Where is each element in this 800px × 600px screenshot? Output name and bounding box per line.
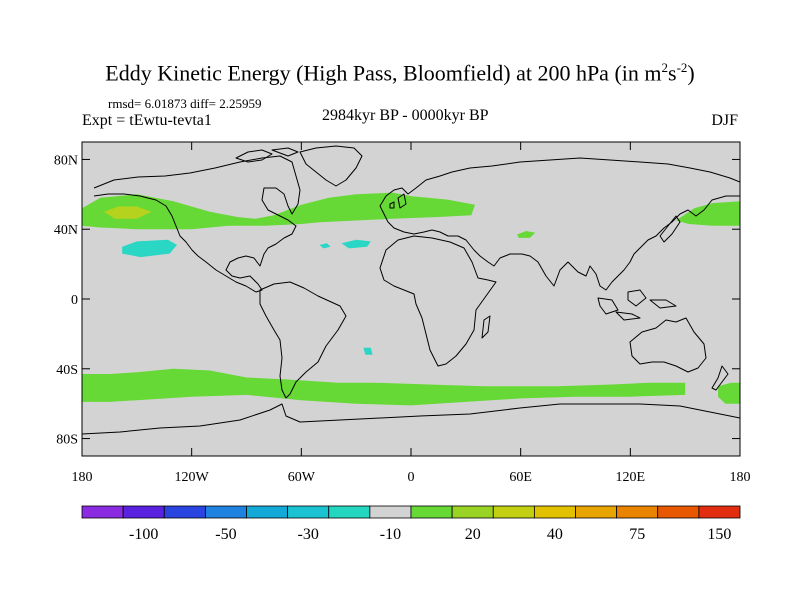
season-label: DJF xyxy=(711,112,738,129)
coastline-madagascar xyxy=(481,315,491,339)
lon-tick-label: 60W xyxy=(288,470,316,485)
colorbar-swatch xyxy=(246,505,289,519)
colorbar-swatch xyxy=(287,505,330,519)
lon-tick-label: 120E xyxy=(616,470,646,485)
colorbar-swatch xyxy=(81,505,124,519)
colorbar-swatch xyxy=(369,505,412,519)
colorbar-swatch xyxy=(533,505,576,519)
colorbar-swatch xyxy=(163,505,206,519)
coastline-british-isles xyxy=(389,193,407,209)
colorbar-label: 40 xyxy=(547,526,563,543)
lat-tick-label: 80N xyxy=(54,153,78,168)
region-north-pacific-core xyxy=(103,206,152,219)
region-atlantic-small xyxy=(319,243,331,249)
region-central-asia-patch xyxy=(517,231,536,238)
map-title: Eddy Kinetic Energy (High Pass, Bloomfie… xyxy=(105,60,695,86)
coastline-greenland xyxy=(299,145,363,187)
region-southern-ocean-band xyxy=(82,368,686,406)
colorbar-label: 75 xyxy=(629,526,645,543)
lon-tick-label: 180 xyxy=(730,470,751,485)
colorbar-label: -50 xyxy=(215,526,236,543)
colorbar-label: -100 xyxy=(129,526,158,543)
coastline-south-america xyxy=(259,281,347,399)
statistics-text: rmsd= 6.01873 diff= 2.25959 xyxy=(108,96,262,111)
experiment-label: Expt = tEwtu-tevta1 xyxy=(82,112,212,129)
colorbar-swatch xyxy=(410,505,453,519)
colorbar-swatch xyxy=(616,505,659,519)
colorbar-swatch xyxy=(657,505,700,519)
coastline-japan xyxy=(659,215,681,243)
colorbar-label: 20 xyxy=(465,526,481,543)
map-background xyxy=(82,142,740,456)
lat-tick-label: 40S xyxy=(56,363,78,378)
coastline-australia xyxy=(629,317,707,373)
coastline-africa xyxy=(379,235,497,367)
coastline-indonesia xyxy=(597,289,677,321)
lat-tick-label: 0 xyxy=(71,293,78,308)
colorbar-swatch xyxy=(204,505,247,519)
colorbar-label: 150 xyxy=(707,526,731,543)
period-label: 2984kyr BP - 0000kyr BP xyxy=(322,107,489,124)
lon-tick-label: 60E xyxy=(509,470,532,485)
colorbar-swatch xyxy=(492,505,535,519)
region-east-asia-jet-exit xyxy=(676,201,740,226)
colorbar-swatch xyxy=(451,505,494,519)
colorbar-swatch xyxy=(122,505,165,519)
coastlines xyxy=(82,145,740,435)
region-subtropical-atlantic xyxy=(341,239,371,249)
coastline-new-zealand xyxy=(711,365,729,391)
region-subtropical-pacific xyxy=(122,239,177,258)
colorbar-label: -10 xyxy=(380,526,401,543)
lat-tick-label: 80S xyxy=(56,433,78,448)
colorbar-label: -30 xyxy=(298,526,319,543)
colorbar-swatch xyxy=(698,505,741,519)
axis-ticks: 80N 40N 0 40S 80S 180 120W 60W 0 60E 120E 180 xyxy=(54,142,751,485)
colorbar-swatch xyxy=(575,505,618,519)
lat-tick-label: 40N xyxy=(54,223,78,238)
coastline-antarctica xyxy=(82,403,740,435)
region-north-pacific-storm-track xyxy=(82,192,475,230)
coastline-arctic-islands xyxy=(235,147,299,163)
coastline-north-america xyxy=(93,155,301,293)
region-south-atlantic-small xyxy=(363,347,373,355)
lon-tick-label: 180 xyxy=(72,470,93,485)
region-southern-ocean-east-edge xyxy=(718,382,740,404)
data-regions xyxy=(82,192,740,406)
lon-tick-label: 0 xyxy=(408,470,415,485)
lon-tick-label: 120W xyxy=(175,470,210,485)
colorbar-swatch xyxy=(328,505,371,519)
colorbar: -100 -50 -30 -10 20 40 75 150 xyxy=(81,505,741,543)
coastline-eurasia xyxy=(379,157,740,291)
